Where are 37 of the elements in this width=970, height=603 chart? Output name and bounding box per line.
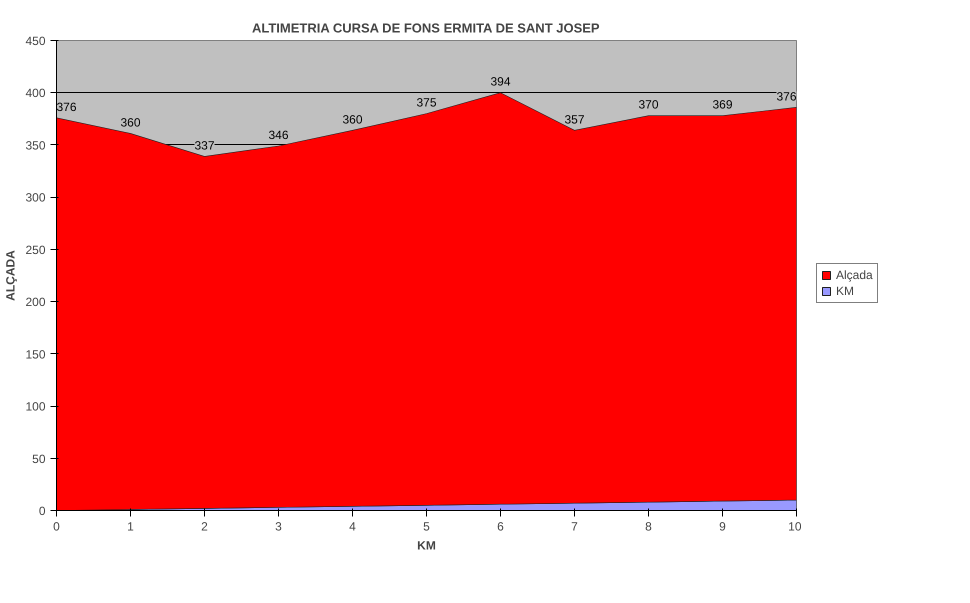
y-tick-label: 150 [25,347,46,362]
legend-label: Alçada [836,268,873,282]
y-tick-label: 300 [25,190,46,205]
data-label: 337 [194,138,215,152]
x-tick-label: 0 [53,520,60,534]
y-tick-label: 50 [32,452,46,466]
data-label: 360 [342,112,363,126]
x-tick-label: 7 [571,520,578,534]
x-tick-label: 3 [275,520,282,534]
data-label: 375 [416,96,437,110]
y-tick-label: 350 [25,138,46,152]
y-axis-title: ALÇADA [3,250,18,301]
data-label: 369 [712,98,733,112]
x-tick-label: 1 [127,520,134,534]
y-tick-label: 400 [25,86,46,100]
x-axis-title: KM [417,538,436,552]
x-tick-label: 4 [349,520,356,534]
y-tick-label: 0 [38,504,46,518]
y-tick-label: 250 [25,242,46,257]
data-label: 370 [638,98,659,112]
x-tick-label: 2 [201,520,208,534]
data-label: 376 [56,100,77,114]
x-tick-label: 8 [645,520,652,534]
legend-label: KM [836,284,855,298]
x-tick-label: 10 [788,520,802,534]
data-label: 376 [776,89,797,104]
x-tick-label: 9 [719,520,726,534]
data-label: 360 [120,115,141,130]
y-tick-label: 450 [25,34,46,48]
data-label: 394 [490,74,511,89]
x-tick-label: 6 [497,520,504,534]
chart-title: ALTIMETRIA CURSA DE FONS ERMITA DE SANT JOSEP [252,20,600,36]
data-label: 346 [268,128,289,142]
y-tick-label: 200 [25,295,46,310]
x-tick-label: 5 [423,520,430,534]
y-tick-label: 100 [25,400,46,414]
data-label: 357 [564,112,585,126]
